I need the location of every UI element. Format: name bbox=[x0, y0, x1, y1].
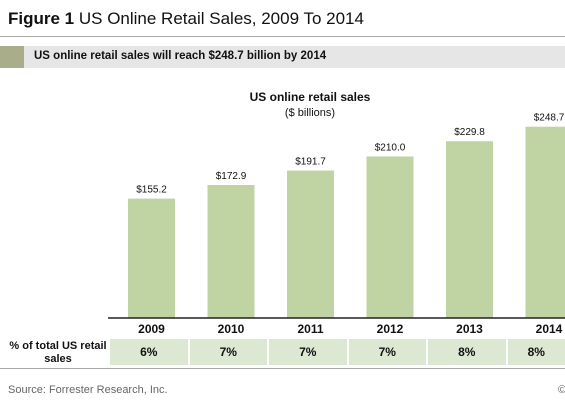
x-tick-2011: 2011 bbox=[297, 322, 323, 336]
data-label-2012: $210.0 bbox=[375, 142, 406, 153]
copyright-text: © bbox=[558, 384, 565, 396]
x-tick-2013: 2013 bbox=[456, 322, 483, 336]
data-label-2010: $172.9 bbox=[216, 171, 247, 182]
pct-cell-2009: 6% bbox=[110, 339, 188, 365]
bar-2012 bbox=[366, 156, 414, 318]
bar-2009 bbox=[128, 198, 175, 318]
bar-2010 bbox=[207, 185, 255, 318]
pct-row: % of total US retail sales 6% 7% 7% 7% 8% 8% bbox=[0, 338, 565, 368]
pct-cell-2013: 8% bbox=[428, 339, 506, 365]
subtitle-text: US online retail sales will reach $248.7… bbox=[34, 50, 327, 62]
bar-2011 bbox=[287, 170, 334, 318]
pct-row-label: % of total US retail sales bbox=[9, 340, 107, 365]
footer-rule bbox=[0, 368, 565, 369]
x-tick-2014: 2014 bbox=[536, 322, 563, 336]
data-label-2009: $155.2 bbox=[136, 185, 167, 196]
pct-cell-2014: 8% bbox=[507, 339, 565, 365]
pct-cell-2011: 7% bbox=[269, 339, 347, 365]
bar-2013 bbox=[446, 141, 493, 318]
bar-chart: US online retail sales ($ billions) $155… bbox=[108, 90, 565, 336]
pct-cell-2012: 7% bbox=[348, 339, 426, 365]
figure-title: Figure 1 US Online Retail Sales, 2009 To… bbox=[8, 9, 364, 29]
x-tick-2012: 2012 bbox=[377, 322, 404, 336]
source-text: Source: Forrester Research, Inc. bbox=[8, 384, 168, 396]
figure-label: Figure 1 bbox=[8, 9, 75, 28]
x-tick-2009: 2009 bbox=[138, 322, 165, 336]
chart-title: US online retail sales bbox=[250, 90, 371, 104]
figure-title-text: US Online Retail Sales, 2009 To 2014 bbox=[78, 9, 364, 28]
title-rule bbox=[0, 36, 565, 37]
subtitle-bar: US online retail sales will reach $248.7… bbox=[0, 46, 565, 68]
data-label-2013: $229.8 bbox=[454, 127, 485, 138]
x-tick-2010: 2010 bbox=[218, 322, 245, 336]
data-label-2011: $191.7 bbox=[295, 157, 326, 168]
pct-cell-2010: 7% bbox=[189, 339, 267, 365]
bar-2014 bbox=[525, 126, 565, 318]
data-label-2014: $248.7 bbox=[534, 113, 565, 124]
chart-subtitle: ($ billions) bbox=[285, 107, 335, 119]
subtitle-accent bbox=[0, 46, 24, 68]
